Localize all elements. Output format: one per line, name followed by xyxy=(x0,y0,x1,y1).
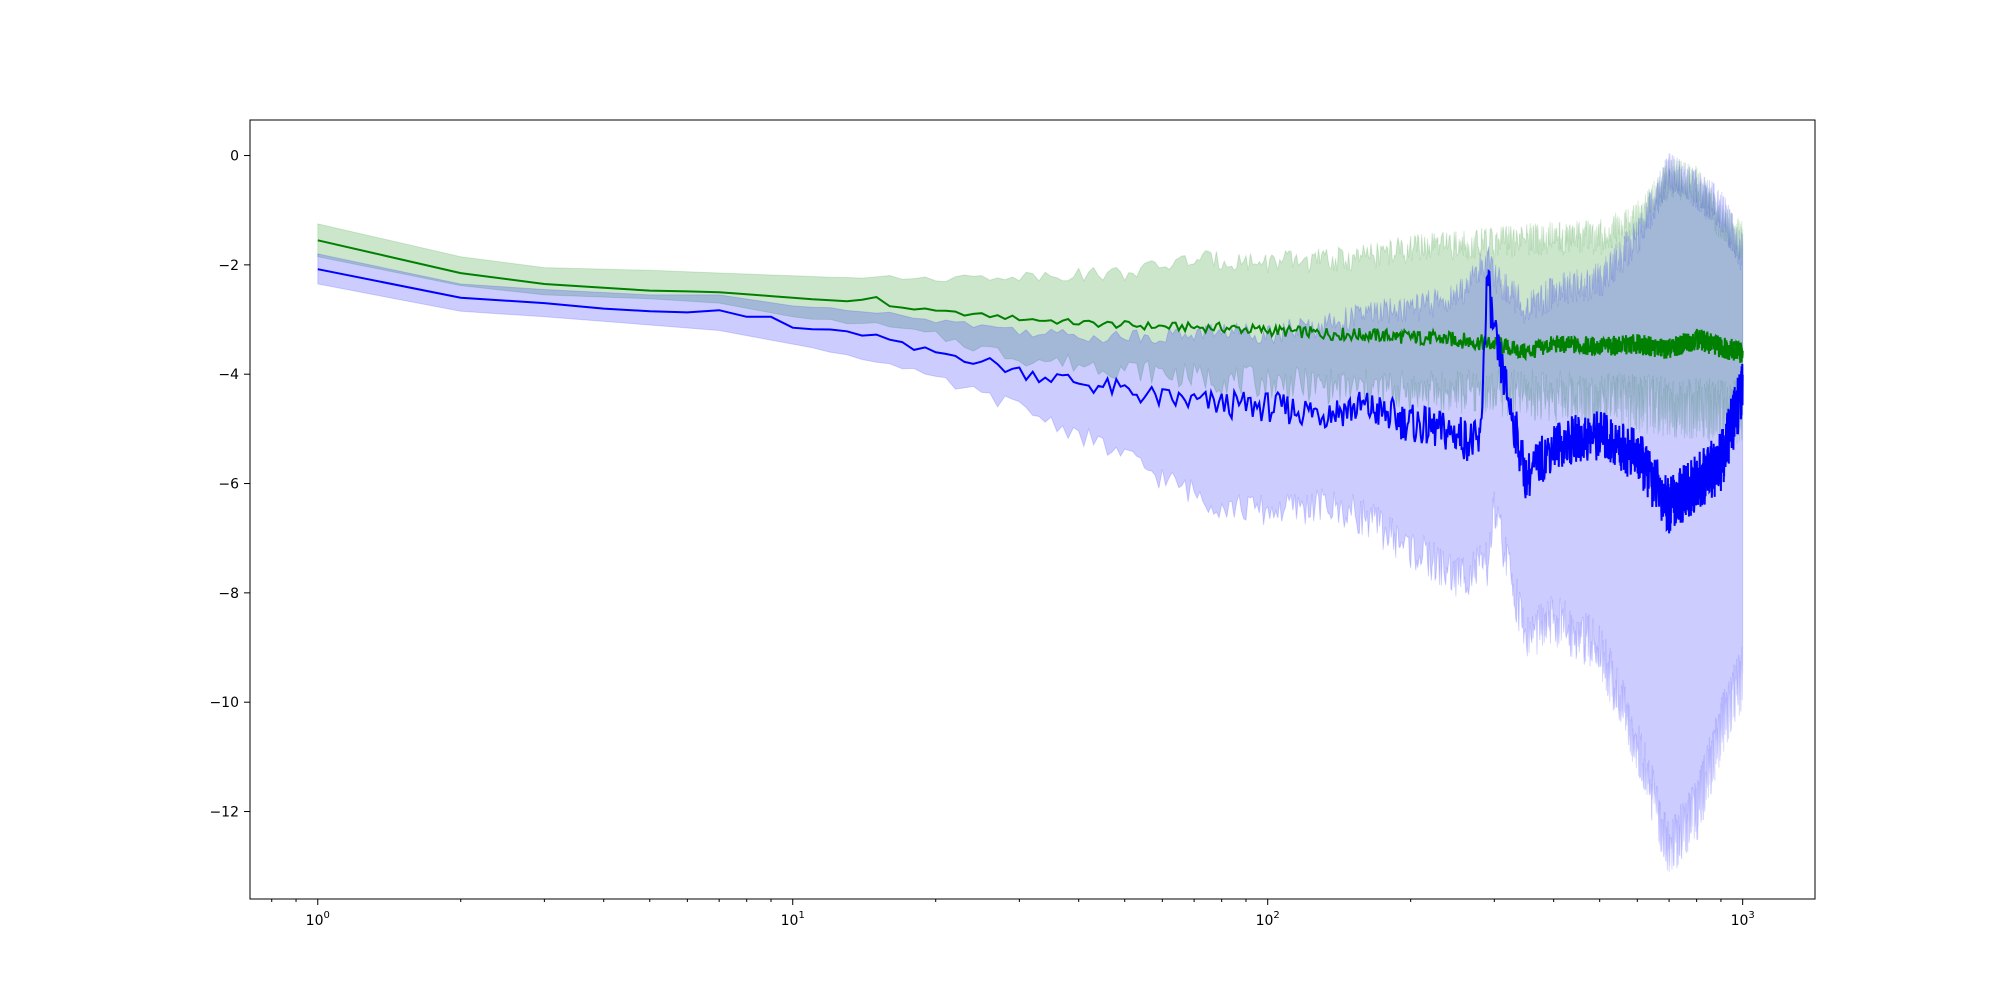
x-axis-ticks: 100 101 102 103 xyxy=(271,899,1755,929)
x-tick-label: 100 xyxy=(306,910,330,929)
series-lines xyxy=(317,239,1744,534)
confidence-bands xyxy=(317,152,1744,872)
y-tick-label: 0 xyxy=(230,149,239,165)
axes-frame xyxy=(249,119,1816,900)
y-axis-ticks: 0 −2 −4 −6 −8 −10 −12 xyxy=(209,149,250,821)
x-tick-label: 102 xyxy=(1256,910,1280,929)
y-tick-label: −8 xyxy=(218,586,239,602)
y-tick-label: −12 xyxy=(209,805,239,821)
series-1-line xyxy=(317,239,1744,363)
y-tick-label: −2 xyxy=(218,258,239,274)
y-tick-label: −10 xyxy=(209,695,239,711)
y-tick-label: −6 xyxy=(218,477,239,493)
series-2-line xyxy=(317,268,1744,534)
x-tick-label: 103 xyxy=(1731,910,1755,929)
x-tick-label: 101 xyxy=(781,910,805,929)
y-tick-label: −4 xyxy=(218,367,239,383)
